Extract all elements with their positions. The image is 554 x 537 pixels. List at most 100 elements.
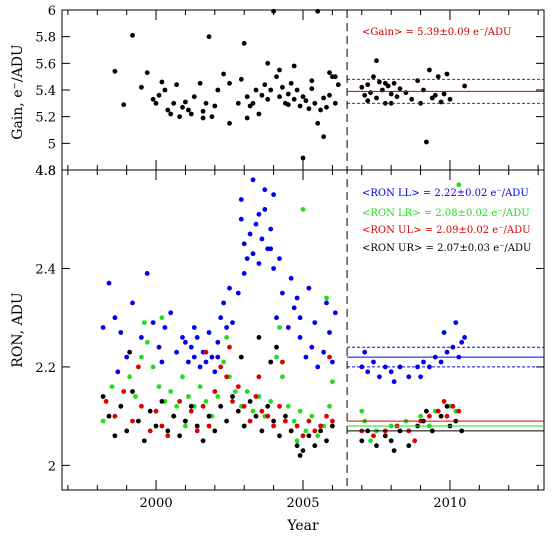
ron-point-s0-34 [244, 256, 250, 261]
gain-point-s0-11 [174, 82, 180, 88]
ron-point-s0-5 [130, 300, 135, 306]
ron-point-s0-64 [288, 275, 294, 281]
gain-point-s0-34 [259, 92, 265, 98]
ron-point-s6-13 [177, 433, 183, 439]
ron-point-s5-1 [371, 433, 376, 439]
ron-point-s4-10 [177, 399, 183, 404]
legend-ron-ur: <RON UR> = 2.07±0.03 e⁻/ADU [362, 243, 531, 254]
ron-point-s4-18 [224, 374, 230, 380]
gain-point-s0-61 [315, 8, 321, 14]
ron-point-s0-28 [224, 325, 230, 330]
ron-point-s0-66 [312, 320, 318, 325]
ron-point-s4-8 [165, 433, 171, 439]
gain-point-s0-9 [168, 111, 174, 117]
ron-point-s2-42 [224, 335, 230, 340]
ron-point-s6-38 [324, 438, 329, 444]
ron-point-s6-19 [212, 428, 218, 434]
ron-point-s2-18 [215, 394, 221, 399]
gain-point-s1-15 [409, 96, 415, 102]
ron-point-s4-19 [230, 399, 235, 404]
ron-point-s1-3 [377, 374, 382, 380]
ron-y-tick-label-0: 2 [48, 459, 56, 474]
ron-point-s6-28 [265, 403, 271, 409]
ron-point-s0-18 [194, 335, 200, 340]
ron-point-s2-44 [324, 295, 329, 301]
gain-point-s0-8 [165, 107, 171, 113]
ron-point-s6-8 [147, 408, 153, 414]
ron-point-s6-43 [127, 349, 132, 355]
ron-point-s0-14 [183, 339, 188, 345]
ron-point-s2-23 [244, 389, 250, 394]
ron-point-s2-30 [285, 403, 291, 409]
ron-point-s0-1 [106, 280, 112, 286]
ron-point-s6-17 [200, 438, 206, 444]
ron-point-s2-32 [297, 408, 303, 414]
ron-point-s6-25 [247, 399, 253, 404]
x-tick-label-2: 2010 [433, 496, 466, 511]
ron-point-s0-57 [262, 187, 268, 193]
ron-y-tick-label-2: 2.4 [35, 262, 56, 277]
ron-point-s0-58 [238, 197, 244, 202]
ron-point-s6-10 [159, 399, 165, 404]
ron-point-s4-23 [253, 394, 259, 399]
ron-point-s0-61 [256, 211, 262, 217]
gain-y-tick-label-4: 5.6 [35, 57, 56, 72]
gain-point-s0-6 [156, 92, 162, 98]
ron-point-s4-15 [206, 423, 212, 429]
ron-point-s6-45 [297, 453, 303, 458]
ron-point-s0-60 [241, 271, 247, 276]
ron-point-s3-5 [418, 413, 423, 419]
gain-point-s0-4 [150, 96, 156, 102]
ron-point-s6-30 [277, 433, 282, 439]
ron-point-s0-69 [215, 354, 221, 360]
gain-point-s1-19 [424, 139, 429, 145]
ron-point-s2-5 [139, 354, 144, 360]
ron-point-s6-37 [318, 428, 323, 434]
gain-point-s0-48 [300, 94, 306, 100]
ron-point-s4-21 [241, 403, 247, 409]
ron-point-s0-36 [250, 251, 256, 257]
ron-point-s2-24 [250, 408, 256, 414]
gain-point-s0-47 [297, 103, 303, 109]
gain-point-s0-67 [238, 76, 244, 82]
gain-y-tick-label-0: 4.8 [35, 164, 56, 179]
ron-point-s6-20 [218, 403, 224, 409]
gain-point-s0-22 [209, 114, 215, 120]
ron-y-tick-label-1: 2.2 [35, 361, 56, 376]
gain-point-s0-46 [294, 87, 300, 93]
ron-point-s1-20 [453, 320, 459, 325]
ron-point-s4-32 [306, 418, 312, 424]
ron-point-s4-35 [324, 413, 329, 419]
gain-point-s1-28 [462, 83, 467, 89]
gain-point-s0-37 [268, 87, 274, 93]
ron-point-s6-27 [259, 428, 265, 434]
gain-point-s0-65 [277, 67, 282, 73]
ron-point-s0-37 [253, 221, 259, 227]
ron-point-s2-46 [183, 423, 188, 429]
ron-point-s0-47 [291, 305, 297, 311]
ron-point-s6-33 [294, 443, 300, 449]
ron-point-s0-43 [271, 266, 276, 271]
gain-point-s0-21 [206, 34, 212, 40]
ron-point-s0-50 [309, 344, 315, 350]
gain-panel: 4.8 5 5.2 5.4 5.6 5.8 6 <Gain> = 5.39±0.09 e⁻/… [10, 4, 545, 179]
gain-point-s0-0 [112, 68, 118, 74]
ron-point-s0-42 [268, 226, 274, 232]
gain-point-s0-66 [291, 63, 297, 69]
ron-point-s4-39 [280, 359, 285, 365]
ron-point-s6-16 [194, 423, 200, 429]
ron-point-s0-8 [150, 320, 156, 325]
ron-point-s1-9 [421, 359, 426, 365]
x-tick-label-1: 2005 [286, 496, 319, 511]
ron-point-s4-26 [271, 423, 276, 429]
ron-point-s0-33 [241, 241, 247, 247]
ron-point-s1-18 [362, 349, 368, 355]
ron-point-s2-37 [327, 403, 332, 409]
ron-point-s0-71 [115, 369, 121, 375]
ron-point-s0-68 [191, 325, 197, 330]
gain-point-s1-8 [382, 100, 388, 106]
ron-point-s2-40 [141, 320, 147, 325]
gain-point-s0-17 [191, 94, 197, 100]
gain-y-tick-label-5: 5.8 [35, 31, 56, 46]
gain-point-s0-73 [244, 115, 250, 121]
